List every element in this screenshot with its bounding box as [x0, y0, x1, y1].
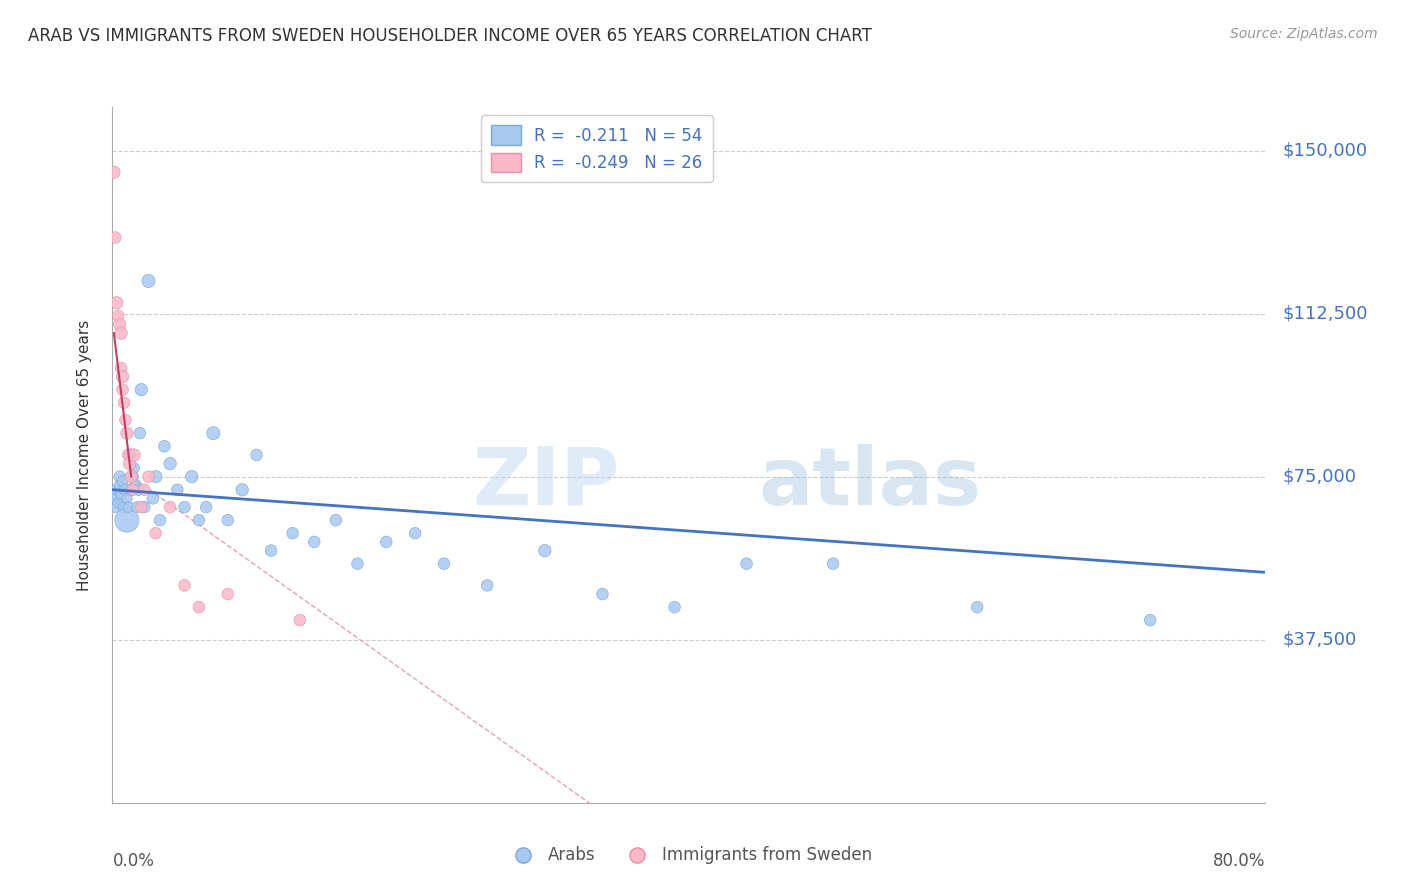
Point [129, 500, 153, 514]
Legend: Arabs, Immigrants from Sweden: Arabs, Immigrants from Sweden [499, 839, 879, 871]
Text: Source: ZipAtlas.com: Source: ZipAtlas.com [1230, 27, 1378, 41]
Point [112, 500, 135, 514]
Point [153, 439, 176, 453]
Point [202, 426, 225, 441]
Point [149, 513, 172, 527]
Point [217, 587, 239, 601]
Point [145, 526, 167, 541]
Point [103, 491, 125, 506]
Point [108, 469, 131, 483]
Text: $75,000: $75,000 [1282, 467, 1357, 485]
Point [134, 483, 156, 497]
Point [120, 483, 142, 497]
Point [103, 165, 125, 179]
Point [115, 513, 138, 527]
Point [325, 513, 347, 527]
Point [664, 600, 686, 615]
Point [166, 483, 188, 497]
Point [121, 469, 143, 483]
Text: $150,000: $150,000 [1282, 142, 1368, 160]
Point [346, 557, 368, 571]
Point [735, 557, 758, 571]
Point [304, 535, 326, 549]
Point [125, 500, 148, 514]
Point [966, 600, 988, 615]
Text: atlas: atlas [758, 443, 981, 522]
Point [114, 413, 136, 427]
Point [245, 448, 267, 462]
Point [375, 535, 398, 549]
Point [108, 478, 131, 492]
Point [260, 543, 283, 558]
Point [127, 483, 149, 497]
Text: 80.0%: 80.0% [1213, 852, 1265, 870]
Point [114, 483, 136, 497]
Point [1139, 613, 1161, 627]
Point [111, 369, 134, 384]
Point [104, 500, 127, 514]
Point [231, 483, 253, 497]
Point [124, 478, 146, 492]
Point [433, 557, 456, 571]
Point [120, 469, 142, 483]
Point [122, 448, 145, 462]
Point [159, 457, 181, 471]
Point [115, 491, 138, 506]
Point [129, 383, 153, 397]
Point [110, 326, 132, 341]
Point [107, 309, 129, 323]
Point [281, 526, 304, 541]
Point [188, 600, 211, 615]
Point [142, 491, 165, 506]
Point [122, 461, 145, 475]
Point [111, 474, 134, 488]
Point [475, 578, 498, 592]
Point [138, 469, 160, 483]
Text: ARAB VS IMMIGRANTS FROM SWEDEN HOUSEHOLDER INCOME OVER 65 YEARS CORRELATION CHAR: ARAB VS IMMIGRANTS FROM SWEDEN HOUSEHOLD… [28, 27, 872, 45]
Point [138, 274, 160, 288]
Point [104, 230, 127, 244]
Point [173, 578, 195, 592]
Point [117, 500, 139, 514]
Point [121, 483, 143, 497]
Point [105, 483, 128, 497]
Point [111, 383, 134, 397]
Point [592, 587, 614, 601]
Point [159, 500, 181, 514]
Y-axis label: Householder Income Over 65 years: Householder Income Over 65 years [77, 319, 91, 591]
Point [128, 426, 150, 441]
Point [107, 496, 129, 510]
Point [288, 613, 311, 627]
Point [115, 426, 138, 441]
Point [110, 487, 132, 501]
Point [404, 526, 426, 541]
Point [188, 513, 211, 527]
Text: ZIP: ZIP [472, 443, 620, 522]
Point [821, 557, 844, 571]
Text: $37,500: $37,500 [1282, 631, 1357, 648]
Point [118, 448, 141, 462]
Point [108, 318, 131, 332]
Point [195, 500, 218, 514]
Point [145, 469, 167, 483]
Text: $112,500: $112,500 [1282, 304, 1368, 323]
Text: 0.0%: 0.0% [112, 852, 155, 870]
Point [118, 457, 141, 471]
Point [134, 500, 156, 514]
Point [117, 448, 139, 462]
Point [173, 500, 195, 514]
Point [217, 513, 239, 527]
Point [533, 543, 555, 558]
Point [105, 295, 128, 310]
Point [110, 361, 132, 376]
Point [180, 469, 202, 483]
Point [112, 396, 135, 410]
